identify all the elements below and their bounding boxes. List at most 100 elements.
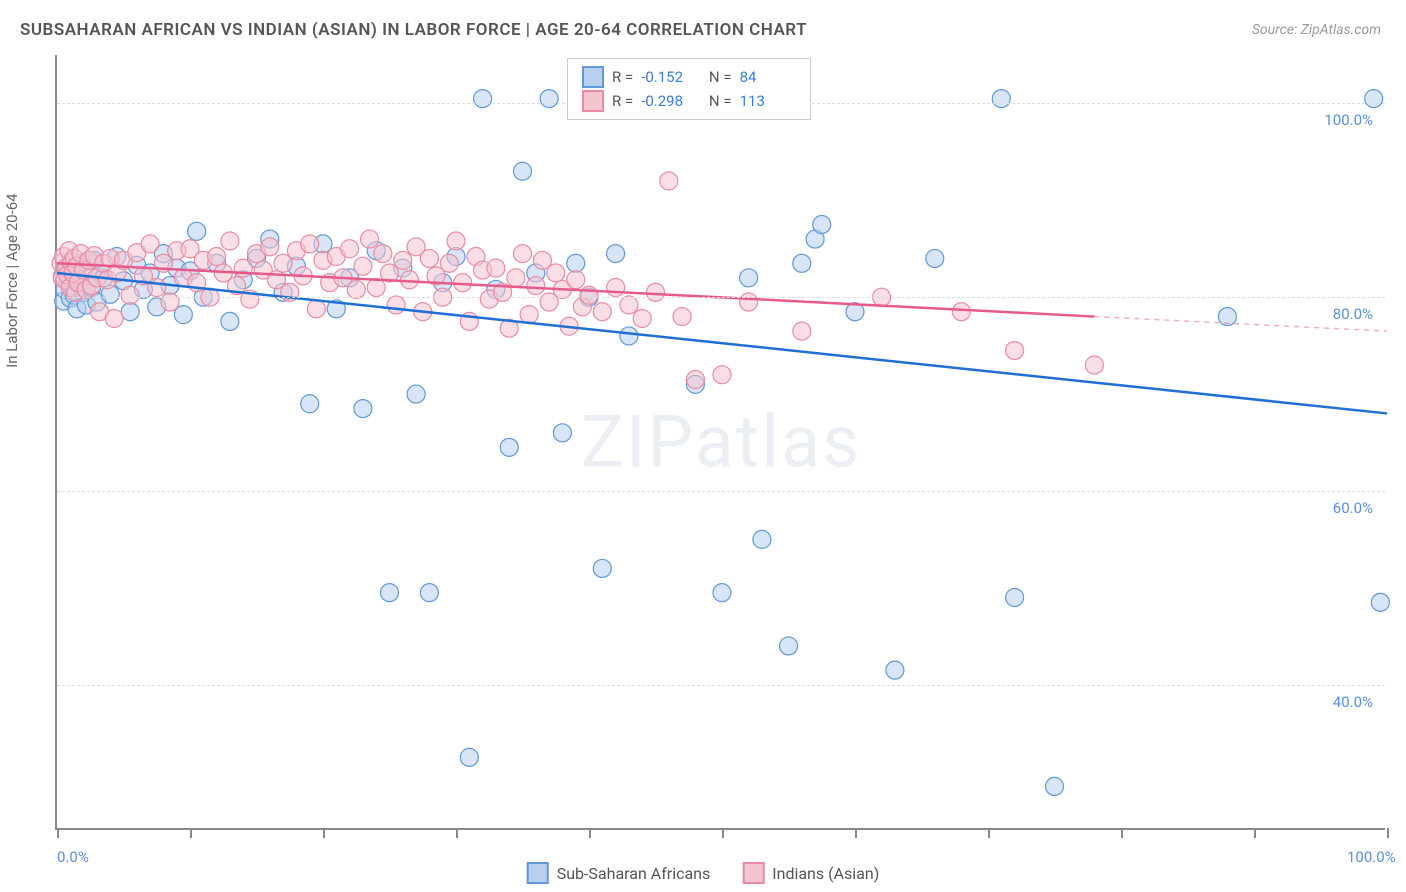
y-axis-label: In Labor Force | Age 20-64 [3, 193, 21, 367]
point-indian [686, 371, 704, 389]
point-subsaharan [500, 438, 518, 456]
legend-item: Indians (Asian) [742, 862, 879, 884]
point-indian [507, 269, 525, 287]
r-value: -0.152 [641, 65, 697, 89]
r-label: R = [612, 65, 633, 89]
n-label: N = [705, 89, 731, 113]
point-indian [301, 235, 319, 253]
point-indian [647, 283, 665, 301]
point-subsaharan [886, 661, 904, 679]
x-tick-label: 0.0% [57, 848, 89, 866]
point-subsaharan [992, 90, 1010, 108]
point-subsaharan [301, 395, 319, 413]
point-indian [387, 296, 405, 314]
point-indian [633, 310, 651, 328]
gridline [57, 685, 1385, 686]
point-indian [121, 286, 139, 304]
point-subsaharan [354, 400, 372, 418]
legend-label: Indians (Asian) [772, 864, 879, 883]
point-subsaharan [1371, 593, 1389, 611]
point-subsaharan [753, 530, 771, 548]
point-subsaharan [553, 424, 571, 442]
point-subsaharan [474, 90, 492, 108]
gridline [57, 491, 1385, 492]
gridline [57, 297, 1385, 298]
legend-swatch-icon [582, 66, 604, 88]
point-subsaharan [460, 748, 478, 766]
legend-label: Sub-Saharan Africans [557, 864, 711, 883]
legend-stat-row: R = -0.298 N = 113 [582, 89, 796, 113]
point-subsaharan [540, 90, 558, 108]
point-indian [1006, 341, 1024, 359]
point-subsaharan [780, 637, 798, 655]
series-legend: Sub-Saharan Africans Indians (Asian) [527, 862, 880, 884]
point-subsaharan [607, 245, 625, 263]
point-indian [580, 286, 598, 304]
x-tick [1254, 828, 1256, 838]
point-subsaharan [1365, 90, 1383, 108]
point-subsaharan [620, 327, 638, 345]
point-subsaharan [188, 222, 206, 240]
y-tick-label: 40.0% [1333, 693, 1373, 711]
chart-source: Source: ZipAtlas.com [1252, 22, 1381, 38]
trendline-subsaharan [57, 273, 1387, 413]
point-indian [148, 279, 166, 297]
legend-swatch-icon [582, 90, 604, 112]
plot-area: R = -0.152 N = 84R = -0.298 N = 113 ZIPa… [55, 55, 1385, 830]
point-indian [673, 308, 691, 326]
point-indian [208, 248, 226, 266]
x-tick [456, 828, 458, 838]
r-label: R = [612, 89, 633, 113]
chart-title: SUBSAHARAN AFRICAN VS INDIAN (ASIAN) IN … [20, 20, 807, 40]
point-subsaharan [740, 269, 758, 287]
point-subsaharan [121, 303, 139, 321]
point-indian [607, 279, 625, 297]
legend-stat-row: R = -0.152 N = 84 [582, 65, 796, 89]
point-indian [374, 245, 392, 263]
x-tick [1387, 828, 1389, 838]
point-indian [341, 240, 359, 258]
point-subsaharan [1006, 589, 1024, 607]
point-indian [161, 293, 179, 311]
point-indian [400, 271, 418, 289]
point-indian [793, 322, 811, 340]
point-indian [261, 238, 279, 256]
point-indian [354, 257, 372, 275]
point-subsaharan [813, 216, 831, 234]
point-subsaharan [514, 162, 532, 180]
point-indian [567, 271, 585, 289]
correlation-legend: R = -0.152 N = 84R = -0.298 N = 113 [567, 58, 811, 120]
y-tick-label: 100.0% [1324, 111, 1373, 129]
y-tick-label: 60.0% [1333, 499, 1373, 517]
point-subsaharan [567, 254, 585, 272]
y-tick-label: 80.0% [1333, 305, 1373, 323]
scatter-svg [57, 55, 1385, 828]
point-indian [361, 230, 379, 248]
point-subsaharan [793, 254, 811, 272]
point-subsaharan [381, 584, 399, 602]
x-tick [57, 828, 59, 838]
legend-swatch-icon [742, 862, 764, 884]
point-indian [740, 293, 758, 311]
correlation-chart: SUBSAHARAN AFRICAN VS INDIAN (ASIAN) IN … [0, 0, 1406, 892]
point-subsaharan [713, 584, 731, 602]
point-indian [487, 259, 505, 277]
n-value: 113 [740, 89, 796, 113]
point-indian [347, 280, 365, 298]
point-indian [105, 310, 123, 328]
point-indian [660, 172, 678, 190]
point-indian [713, 366, 731, 384]
x-tick-label: 100.0% [1347, 848, 1396, 866]
point-indian [620, 296, 638, 314]
x-tick [855, 828, 857, 838]
point-indian [593, 303, 611, 321]
point-indian [221, 232, 239, 250]
n-value: 84 [740, 65, 796, 89]
legend-swatch-icon [527, 862, 549, 884]
point-indian [234, 259, 252, 277]
point-indian [1085, 356, 1103, 374]
x-tick [323, 828, 325, 838]
legend-item: Sub-Saharan Africans [527, 862, 711, 884]
point-indian [394, 251, 412, 269]
point-indian [141, 235, 159, 253]
